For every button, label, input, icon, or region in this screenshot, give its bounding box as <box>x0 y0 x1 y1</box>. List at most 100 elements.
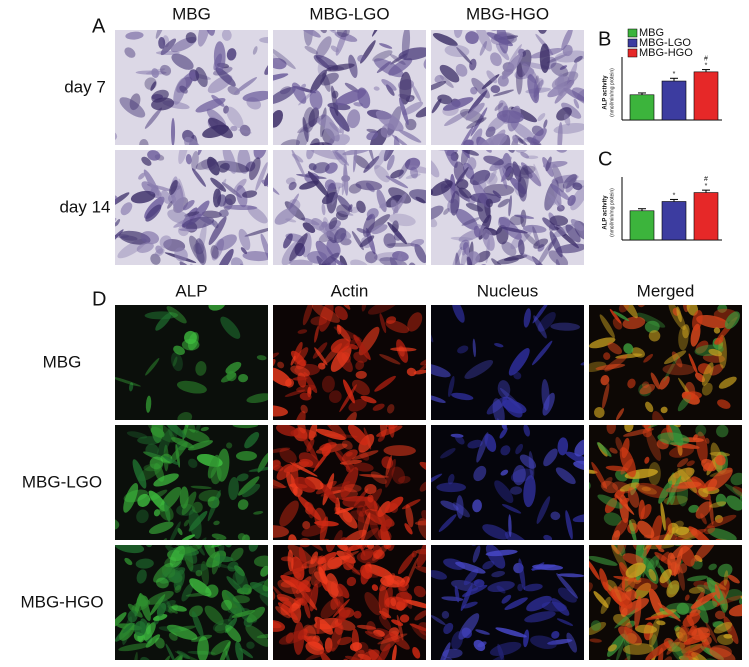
cell <box>325 573 339 598</box>
cell <box>623 343 634 354</box>
cell <box>447 473 455 485</box>
column-header: Actin <box>331 281 369 300</box>
cell <box>346 576 357 587</box>
cell <box>181 534 195 540</box>
cell <box>207 454 220 479</box>
cell <box>233 178 247 192</box>
cell <box>289 193 299 210</box>
cell <box>497 198 510 208</box>
column-header: MBG-LGO <box>309 4 389 23</box>
cell <box>409 623 426 632</box>
cell <box>200 560 210 586</box>
cell <box>470 580 480 586</box>
cell <box>360 395 377 404</box>
micrograph <box>431 30 584 145</box>
cell <box>460 240 470 265</box>
cell <box>376 189 387 213</box>
cell <box>682 324 690 339</box>
cell <box>356 200 366 214</box>
cell <box>624 425 634 433</box>
cell <box>652 411 668 420</box>
cell <box>200 426 209 432</box>
cell <box>347 109 361 129</box>
cell <box>504 597 528 610</box>
cell <box>663 356 679 382</box>
cell <box>547 639 573 645</box>
cell <box>649 617 660 647</box>
cell <box>520 151 530 159</box>
cell <box>238 129 252 134</box>
cell <box>275 606 291 619</box>
cell <box>331 90 339 99</box>
cell <box>452 305 465 323</box>
significance-marker: * <box>673 192 676 199</box>
cell <box>496 110 524 124</box>
cell <box>222 150 237 174</box>
cell <box>350 259 369 265</box>
cell <box>668 445 695 458</box>
cell <box>334 227 347 243</box>
micrograph <box>273 425 426 540</box>
cell <box>156 577 169 589</box>
cell <box>461 248 467 256</box>
cell <box>298 458 314 468</box>
cell <box>137 493 151 507</box>
cell <box>431 473 443 490</box>
cell <box>573 98 580 109</box>
cell <box>315 428 346 441</box>
cell <box>217 545 225 569</box>
cell <box>318 305 334 332</box>
cell <box>239 647 253 659</box>
cell <box>289 259 313 265</box>
cell <box>557 437 569 456</box>
cell <box>717 595 742 605</box>
cell <box>171 352 183 372</box>
cell <box>473 465 487 482</box>
cell <box>366 131 379 141</box>
cell <box>376 425 403 437</box>
cell <box>330 45 339 53</box>
cell <box>378 614 392 630</box>
cell <box>479 41 487 56</box>
cell <box>308 555 318 575</box>
cell <box>492 190 502 199</box>
cell <box>557 573 584 578</box>
cell <box>386 576 395 586</box>
cell <box>320 651 338 660</box>
cell <box>303 371 318 394</box>
cell <box>563 113 571 126</box>
bar <box>629 210 655 241</box>
cell <box>571 87 584 107</box>
cell <box>559 65 568 70</box>
cell <box>341 449 358 462</box>
cell <box>745 590 749 605</box>
cell <box>340 537 349 540</box>
cell <box>277 596 290 602</box>
cell <box>173 78 186 105</box>
cell <box>517 583 523 592</box>
cell <box>191 151 199 171</box>
cell <box>589 638 602 643</box>
micrograph <box>115 30 268 145</box>
cell <box>526 595 552 612</box>
cell <box>550 511 561 521</box>
cell <box>644 456 650 464</box>
cell <box>358 474 390 478</box>
cell <box>390 347 417 352</box>
cell <box>674 520 684 529</box>
cell <box>688 586 704 594</box>
cell <box>402 101 424 116</box>
cell <box>431 570 447 580</box>
cell <box>555 259 562 265</box>
bar <box>661 80 687 121</box>
cell <box>367 494 374 503</box>
cell <box>411 623 426 640</box>
cell <box>684 594 690 601</box>
cell <box>517 138 524 144</box>
cell <box>393 232 403 241</box>
cell <box>509 177 527 195</box>
cell <box>692 285 715 307</box>
cell <box>378 585 390 620</box>
cell <box>366 208 379 220</box>
cell <box>240 247 248 255</box>
